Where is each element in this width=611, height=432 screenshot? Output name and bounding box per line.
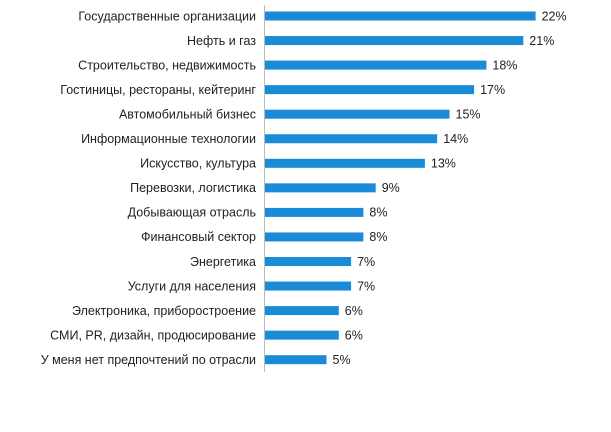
bar	[265, 60, 487, 70]
bar	[265, 355, 327, 365]
category-label: Автомобильный бизнес	[119, 107, 256, 121]
value-label: 14%	[443, 132, 468, 146]
category-label: Энергетика	[190, 255, 256, 269]
bar	[265, 36, 524, 46]
value-label: 18%	[492, 58, 517, 72]
category-label: Строительство, недвижимость	[78, 58, 256, 72]
bar	[265, 281, 352, 291]
bar	[265, 330, 339, 340]
value-label: 21%	[529, 34, 554, 48]
bar	[265, 207, 364, 217]
value-label: 6%	[345, 328, 363, 342]
bar	[265, 183, 376, 193]
category-label: Электроника, приборостроение	[72, 304, 256, 318]
category-label: СМИ, PR, дизайн, продюсирование	[50, 328, 256, 342]
category-label: Добывающая отрасль	[128, 206, 256, 220]
category-label: Государственные организации	[78, 9, 256, 23]
value-label: 22%	[542, 9, 567, 23]
category-label: Информационные технологии	[81, 132, 256, 146]
bar	[265, 306, 339, 316]
value-label: 6%	[345, 304, 363, 318]
bar	[265, 134, 438, 144]
category-label: Услуги для населения	[128, 279, 256, 293]
value-label: 8%	[369, 206, 387, 220]
value-label: 7%	[357, 279, 375, 293]
bar	[265, 109, 450, 119]
value-label: 8%	[369, 230, 387, 244]
category-label: Нефть и газ	[187, 34, 256, 48]
value-label: 13%	[431, 157, 456, 171]
value-label: 9%	[382, 181, 400, 195]
bar	[265, 11, 536, 21]
bar	[265, 158, 425, 168]
value-label: 17%	[480, 83, 505, 97]
value-label: 5%	[333, 353, 351, 367]
value-label: 15%	[456, 107, 481, 121]
bar	[265, 257, 352, 266]
value-label: 7%	[357, 255, 375, 269]
category-label: Финансовый сектор	[141, 230, 256, 244]
category-label: Гостиницы, рестораны, кейтеринг	[60, 83, 256, 97]
category-label: Искусство, культура	[140, 157, 256, 171]
bar	[265, 232, 364, 242]
bar	[265, 85, 475, 95]
category-label: Перевозки, логистика	[130, 181, 256, 195]
category-label: У меня нет предпочтений по отрасли	[41, 353, 256, 367]
